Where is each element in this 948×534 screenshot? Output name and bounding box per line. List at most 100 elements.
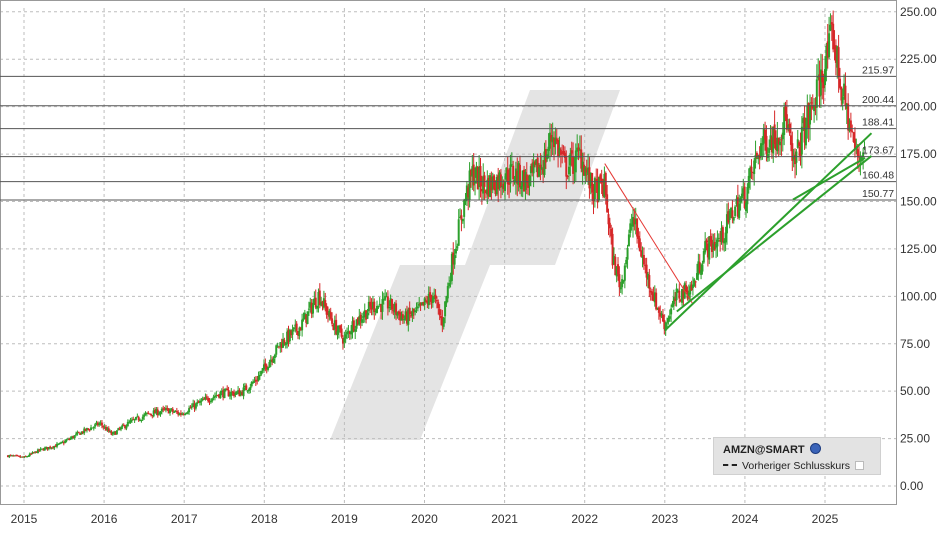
candle-body (612, 255, 615, 265)
candle-body (30, 453, 33, 455)
trendline (604, 163, 694, 305)
candle-body (646, 273, 649, 280)
candle-body (773, 124, 776, 145)
candle-body (437, 302, 440, 309)
candle-body (41, 448, 44, 450)
candle-body (672, 296, 675, 305)
level-label: 173.67 (862, 145, 894, 157)
candle-body (649, 290, 652, 293)
candle-body (34, 451, 37, 453)
candle-body (282, 339, 285, 348)
candle-body (430, 295, 433, 302)
candle-body (757, 155, 760, 160)
candle-body (291, 329, 294, 335)
candle-body (465, 185, 468, 201)
globe-icon (809, 443, 821, 454)
candle-body (745, 202, 748, 212)
candle-body (663, 319, 666, 330)
candle-body (46, 446, 49, 450)
candle-body (198, 400, 201, 403)
candle-body (708, 236, 711, 260)
candle-body (826, 41, 829, 58)
candle-body (260, 370, 263, 375)
candle-body (544, 148, 547, 163)
candle-body (256, 380, 259, 382)
candle-body (23, 456, 26, 458)
candle-body (484, 190, 487, 194)
candle-body (275, 345, 278, 355)
candle-body (637, 235, 640, 239)
candle-body (425, 300, 428, 302)
candle-body (64, 440, 67, 443)
candle-body (171, 408, 174, 412)
candle-body (509, 164, 512, 184)
legend-symbol-row[interactable]: AMZN@SMART (723, 443, 821, 456)
trendline (676, 155, 873, 313)
candle-body (606, 194, 609, 213)
candle-body (36, 449, 39, 454)
chart-grid (0, 0, 897, 505)
candle-body (348, 331, 351, 334)
candle-body (58, 442, 61, 444)
candle-body (182, 414, 185, 416)
candle-body (354, 329, 357, 332)
x-tick-label: 2025 (812, 512, 839, 526)
candle-body (791, 143, 794, 161)
candle-body (630, 224, 633, 226)
candle-body (392, 310, 395, 312)
candle-body (472, 164, 475, 186)
candle-body (350, 331, 353, 335)
candle-body (415, 307, 418, 309)
y-tick-label: 125.00 (900, 242, 937, 256)
candle-body (525, 174, 528, 183)
candle-body (155, 409, 158, 414)
candle-body (656, 307, 659, 309)
candle-body (85, 428, 88, 431)
candle-body (288, 329, 291, 342)
candle-body (608, 222, 611, 229)
candle-body (491, 176, 494, 190)
candle-body (705, 240, 708, 243)
candle-body (670, 308, 673, 315)
candle-body (156, 409, 159, 416)
checkbox-icon[interactable] (854, 461, 864, 470)
candle-body (226, 388, 229, 391)
candle-body (554, 137, 557, 145)
candle-body (47, 447, 50, 449)
candle-body (441, 316, 444, 326)
candle-body (299, 327, 302, 331)
candle-body (410, 315, 413, 317)
legend-previous-close-row[interactable]: Vorheriger Schlusskurs (723, 460, 864, 472)
candle-body (523, 169, 526, 192)
candle-body (815, 79, 818, 108)
candle-body (96, 422, 99, 426)
candle-body (765, 135, 768, 155)
candle-body (32, 452, 35, 454)
candle-body (675, 288, 678, 301)
chart-legend[interactable]: AMZN@SMART Vorheriger Schlusskurs (713, 437, 881, 475)
candle-body (377, 305, 380, 308)
candle-body (114, 431, 117, 435)
candle-body (809, 104, 812, 125)
candle-body (742, 188, 745, 196)
candle-body (158, 413, 161, 415)
candle-body (611, 233, 614, 266)
candle-body (570, 150, 573, 154)
candle-body (721, 227, 724, 243)
candle-body (668, 316, 671, 319)
candle-body (502, 183, 505, 189)
candle-body (660, 313, 663, 316)
x-tick-label: 2024 (732, 512, 759, 526)
candle-body (91, 427, 94, 429)
candle-body (317, 292, 320, 306)
candle-body (589, 172, 592, 187)
candle-body (814, 105, 817, 108)
candle-body (163, 409, 166, 411)
candle-body (143, 414, 146, 417)
candle-body (728, 210, 731, 220)
candle-body (602, 184, 605, 197)
candle-body (204, 397, 207, 400)
candle-body (681, 289, 684, 303)
candle-body (817, 76, 820, 79)
candle-body (661, 314, 664, 322)
